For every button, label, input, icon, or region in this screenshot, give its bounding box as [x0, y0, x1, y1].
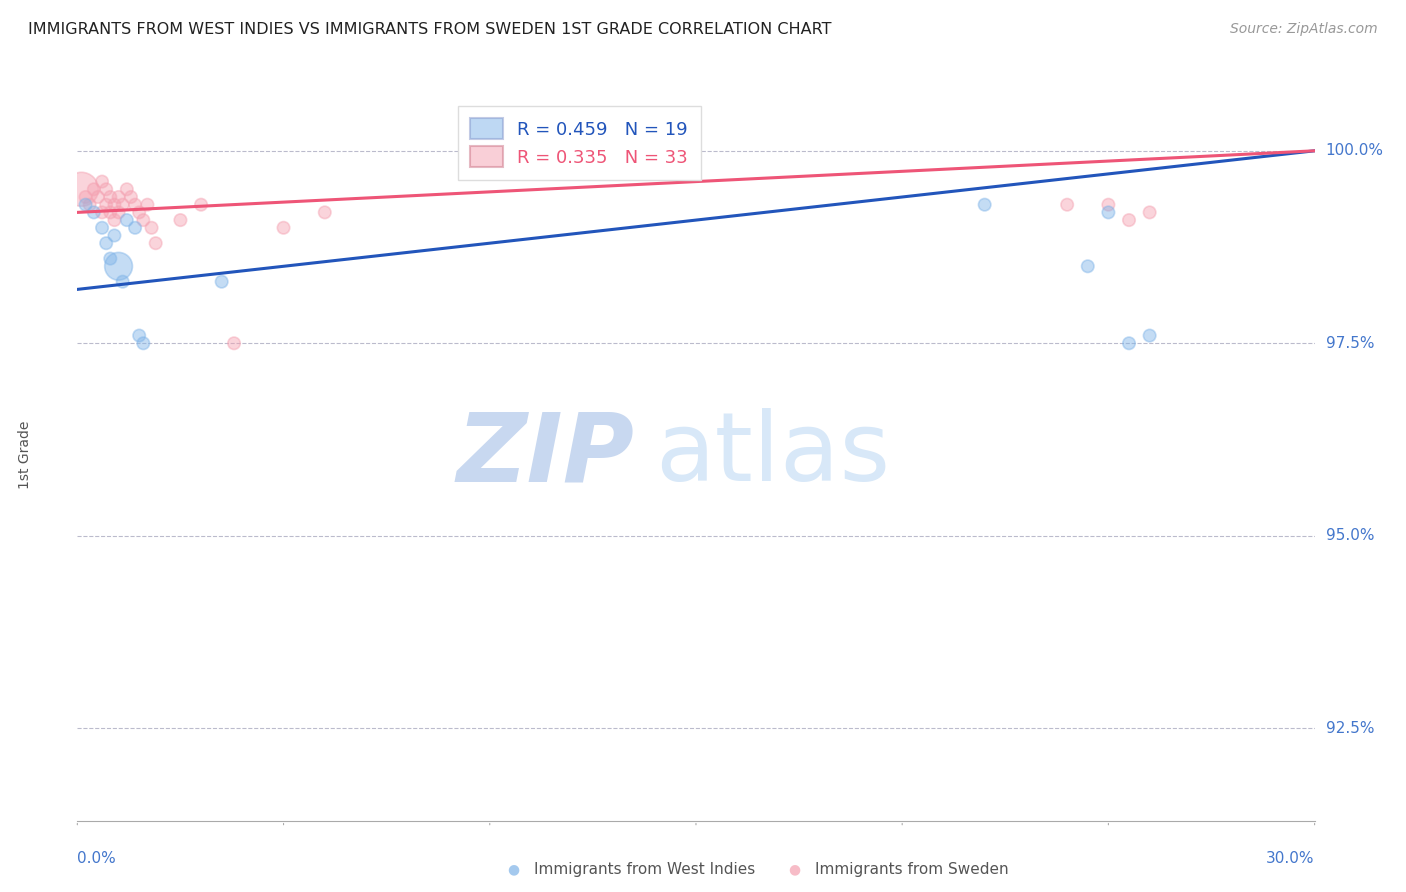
Text: 92.5%: 92.5%: [1326, 721, 1374, 736]
Point: [98, 190, 121, 204]
Text: 95.0%: 95.0%: [1326, 528, 1374, 543]
Point: [1077, 260, 1099, 274]
Point: [91, 220, 114, 235]
Point: [103, 197, 125, 211]
Point: [107, 205, 129, 219]
Point: [1139, 205, 1161, 219]
Point: [83, 182, 105, 196]
Text: Immigrants from West Indies: Immigrants from West Indies: [534, 863, 755, 877]
Point: [136, 197, 159, 211]
Point: [70, 182, 93, 196]
Point: [79, 197, 101, 211]
Point: [1139, 328, 1161, 343]
Point: [141, 220, 163, 235]
Point: [169, 213, 191, 227]
Point: [222, 336, 245, 351]
Text: 1st Grade: 1st Grade: [17, 421, 31, 489]
Point: [103, 228, 125, 243]
Point: [132, 336, 155, 351]
Text: 30.0%: 30.0%: [1267, 851, 1315, 866]
Text: IMMIGRANTS FROM WEST INDIES VS IMMIGRANTS FROM SWEDEN 1ST GRADE CORRELATION CHAR: IMMIGRANTS FROM WEST INDIES VS IMMIGRANT…: [28, 22, 831, 37]
Text: Immigrants from Sweden: Immigrants from Sweden: [815, 863, 1010, 877]
Point: [75, 190, 97, 204]
Point: [98, 205, 121, 219]
Point: [107, 260, 129, 274]
Point: [91, 205, 114, 219]
Point: [111, 275, 134, 289]
Point: [145, 236, 167, 251]
Point: [314, 205, 336, 219]
Point: [120, 190, 142, 204]
Point: [75, 197, 97, 211]
Point: [211, 275, 233, 289]
Point: [96, 236, 118, 251]
Point: [124, 220, 146, 235]
Point: [83, 205, 105, 219]
Point: [1118, 336, 1140, 351]
Point: [973, 197, 995, 211]
Point: [128, 205, 150, 219]
Point: [87, 190, 110, 204]
Legend: R = 0.459   N = 19, R = 0.335   N = 33: R = 0.459 N = 19, R = 0.335 N = 33: [457, 105, 700, 180]
Text: 100.0%: 100.0%: [1326, 144, 1384, 158]
Point: [103, 213, 125, 227]
Point: [1097, 197, 1119, 211]
Point: [273, 220, 295, 235]
Text: Source: ZipAtlas.com: Source: ZipAtlas.com: [1230, 22, 1378, 37]
Text: ●: ●: [508, 863, 519, 877]
Text: atlas: atlas: [655, 409, 890, 501]
Point: [98, 252, 121, 266]
Point: [96, 197, 118, 211]
Text: ●: ●: [789, 863, 800, 877]
Point: [1056, 197, 1078, 211]
Point: [91, 175, 114, 189]
Point: [115, 213, 138, 227]
Text: 0.0%: 0.0%: [77, 851, 117, 866]
Text: 97.5%: 97.5%: [1326, 335, 1374, 351]
Point: [132, 213, 155, 227]
Point: [1097, 205, 1119, 219]
Point: [115, 182, 138, 196]
Point: [96, 182, 118, 196]
Text: ZIP: ZIP: [456, 409, 634, 501]
Point: [111, 197, 134, 211]
Point: [128, 328, 150, 343]
Point: [1118, 213, 1140, 227]
Point: [124, 197, 146, 211]
Point: [107, 190, 129, 204]
Point: [190, 197, 212, 211]
